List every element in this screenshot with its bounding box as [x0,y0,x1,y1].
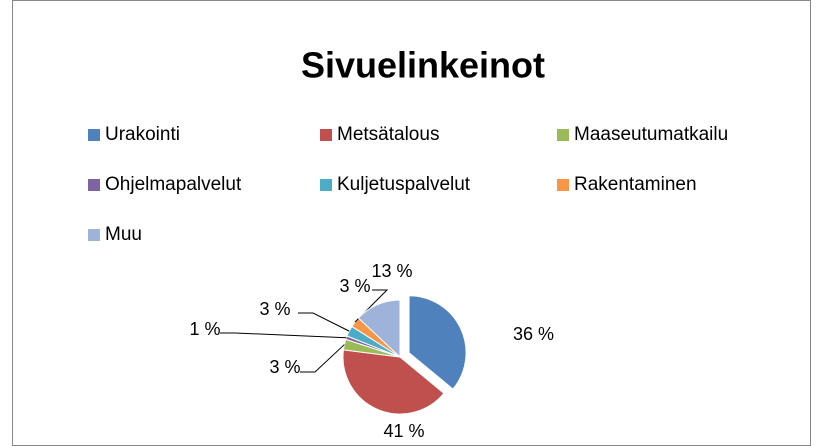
legend-label: Urakointi [105,124,180,145]
data-label: 41 % [383,421,424,441]
data-label: 3 % [259,299,290,319]
legend-label: Kuljetuspalvelut [337,174,471,195]
data-label: 1 % [189,319,220,339]
legend-swatch [88,129,100,141]
chart-title: Sivuelinkeinot [301,45,545,86]
legend-label: Rakentaminen [574,174,697,195]
legend-swatch [557,179,569,191]
legend-label: Muu [105,224,142,245]
leader-line [298,312,350,332]
data-label: 36 % [513,324,554,344]
legend-label: Maaseutumatkailu [574,124,728,145]
legend-label: Metsätalous [337,124,439,145]
legend-label: Ohjelmapalvelut [105,174,242,195]
leader-line [220,332,347,339]
pie-slice [357,299,401,359]
data-label: 3 % [339,276,370,296]
pie-slice [408,295,467,390]
legend-swatch [88,179,100,191]
legend-swatch [320,129,332,141]
pie-slice [342,349,445,415]
legend-swatch [88,229,100,241]
data-label: 13 % [371,261,412,281]
data-label: 3 % [269,357,300,377]
leader-line [300,344,345,373]
legend-swatch [557,129,569,141]
legend-swatch [320,179,332,191]
